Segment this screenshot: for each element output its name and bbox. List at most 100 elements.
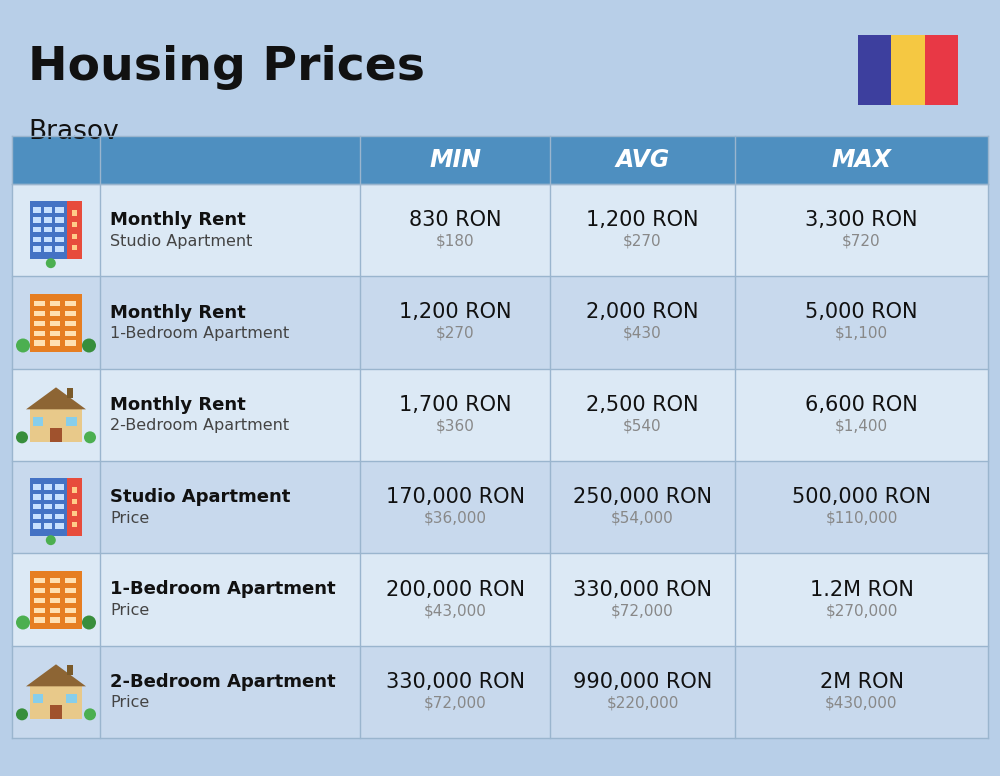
Bar [34, 301, 45, 307]
Bar [44, 494, 52, 500]
Text: MAX: MAX [832, 148, 892, 172]
Circle shape [16, 708, 28, 720]
Bar [33, 227, 41, 233]
Bar [30, 570, 82, 629]
Text: 2M RON: 2M RON [820, 672, 904, 692]
Circle shape [84, 708, 96, 720]
Bar [50, 618, 60, 622]
Bar [65, 301, 76, 307]
Text: 990,000 RON: 990,000 RON [573, 672, 712, 692]
Bar [34, 311, 45, 316]
Bar [12, 276, 988, 369]
Text: Housing Prices: Housing Prices [28, 45, 425, 90]
Bar [34, 598, 45, 603]
Bar [55, 504, 64, 510]
Text: $72,000: $72,000 [611, 603, 674, 618]
Bar [12, 646, 988, 738]
Text: Price: Price [110, 511, 149, 525]
Text: $72,000: $72,000 [424, 695, 486, 710]
Bar [33, 523, 41, 529]
Bar [33, 417, 43, 426]
Bar [55, 207, 64, 213]
Bar [72, 487, 77, 493]
Text: Studio Apartment: Studio Apartment [110, 234, 252, 248]
Text: $430,000: $430,000 [825, 695, 898, 710]
Bar [33, 237, 41, 242]
Text: $180: $180 [436, 234, 474, 248]
Bar [50, 705, 62, 719]
Text: 250,000 RON: 250,000 RON [573, 487, 712, 508]
Bar [44, 207, 52, 213]
Polygon shape [26, 664, 86, 686]
Bar [55, 523, 64, 529]
Text: 2-Bedroom Apartment: 2-Bedroom Apartment [110, 418, 289, 433]
Circle shape [16, 338, 30, 352]
Bar [55, 494, 64, 500]
Bar [34, 578, 45, 584]
Text: Brasov: Brasov [28, 119, 119, 145]
Bar [65, 578, 76, 584]
Text: $36,000: $36,000 [424, 511, 486, 525]
Bar [72, 245, 77, 251]
Text: 6,600 RON: 6,600 RON [805, 395, 918, 415]
Bar [55, 217, 64, 223]
Text: 1-Bedroom Apartment: 1-Bedroom Apartment [110, 326, 289, 341]
Text: Studio Apartment: Studio Apartment [110, 488, 290, 506]
Text: $220,000: $220,000 [606, 695, 679, 710]
Bar [33, 504, 41, 510]
Bar [72, 234, 77, 239]
Text: Price: Price [110, 603, 149, 618]
Bar [72, 522, 77, 528]
Bar [50, 301, 60, 307]
Bar [44, 484, 52, 490]
Text: 1,700 RON: 1,700 RON [399, 395, 511, 415]
Text: 2,500 RON: 2,500 RON [586, 395, 699, 415]
Text: $720: $720 [842, 234, 881, 248]
Bar [67, 389, 73, 398]
Text: Price: Price [110, 695, 149, 710]
Text: $1,100: $1,100 [835, 326, 888, 341]
Text: MIN: MIN [429, 148, 481, 172]
Bar [66, 417, 77, 426]
Text: 170,000 RON: 170,000 RON [386, 487, 524, 508]
Bar [30, 478, 67, 536]
Bar [67, 666, 73, 675]
Circle shape [82, 338, 96, 352]
Text: AVG: AVG [615, 148, 670, 172]
Circle shape [16, 431, 28, 443]
Text: $43,000: $43,000 [424, 603, 486, 618]
Bar [44, 247, 52, 252]
Bar [34, 341, 45, 345]
Bar [55, 247, 64, 252]
Bar [55, 237, 64, 242]
Bar [30, 201, 67, 259]
Bar [67, 201, 82, 259]
Bar [66, 694, 77, 703]
Bar [33, 494, 41, 500]
Circle shape [46, 535, 56, 546]
Circle shape [46, 258, 56, 268]
Text: $1,400: $1,400 [835, 418, 888, 433]
Text: 1-Bedroom Apartment: 1-Bedroom Apartment [110, 580, 336, 598]
Bar [30, 686, 82, 719]
Text: Monthly Rent: Monthly Rent [110, 396, 246, 414]
Bar [44, 523, 52, 529]
Circle shape [16, 615, 30, 629]
Circle shape [84, 431, 96, 443]
Bar [55, 227, 64, 233]
Bar [50, 588, 60, 593]
Bar [44, 504, 52, 510]
Bar [65, 331, 76, 336]
Bar [65, 608, 76, 613]
Text: $430: $430 [623, 326, 662, 341]
Text: 5,000 RON: 5,000 RON [805, 303, 918, 323]
Bar [30, 409, 82, 442]
Bar [33, 207, 41, 213]
Text: $360: $360 [436, 418, 474, 433]
Bar [55, 484, 64, 490]
Text: 2,000 RON: 2,000 RON [586, 303, 699, 323]
Bar [44, 227, 52, 233]
Bar [34, 588, 45, 593]
Bar [55, 514, 64, 519]
Bar [33, 514, 41, 519]
